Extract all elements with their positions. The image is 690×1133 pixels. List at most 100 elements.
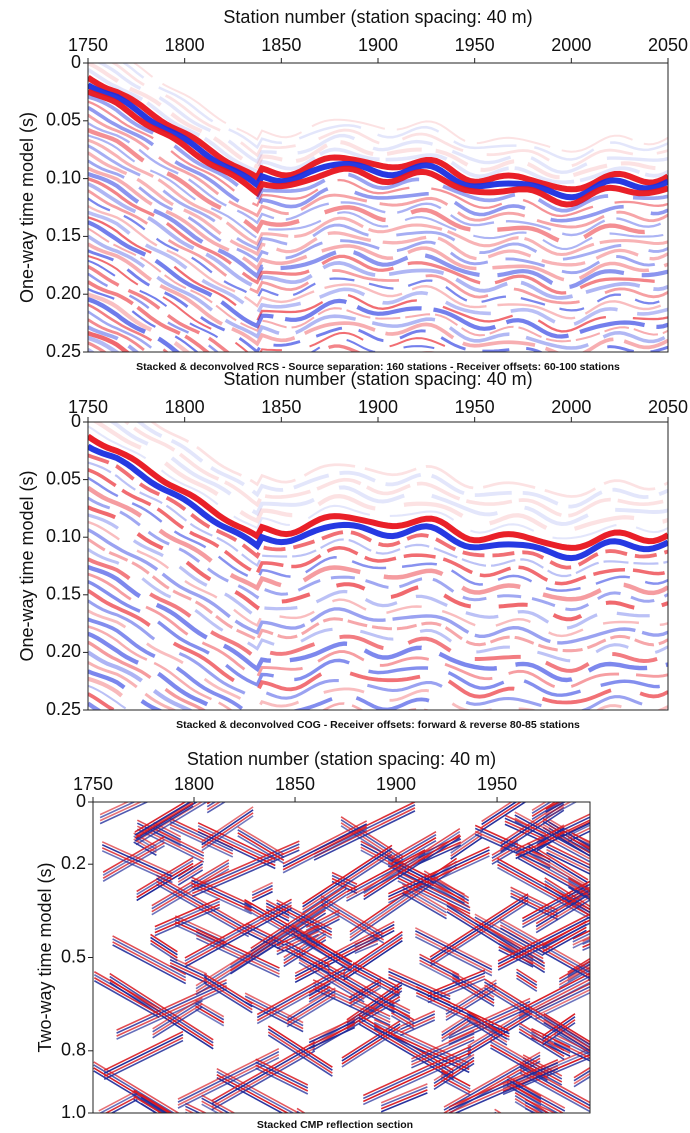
seismic-event bbox=[116, 988, 227, 1040]
seismic-event bbox=[450, 836, 483, 860]
seismic-event bbox=[88, 177, 668, 295]
seismic-event bbox=[185, 1102, 208, 1113]
seismic-event bbox=[286, 993, 336, 1025]
seismic-event bbox=[191, 885, 252, 915]
x-tick-label: 1800 bbox=[174, 774, 214, 794]
seismic-event bbox=[88, 572, 668, 690]
seismic-event bbox=[88, 468, 668, 586]
seismic-texture bbox=[93, 802, 590, 1113]
seismic-event bbox=[308, 1017, 356, 1041]
seismic-event bbox=[211, 1047, 316, 1108]
seismic-event bbox=[93, 977, 160, 1016]
seismic-event bbox=[397, 871, 471, 909]
seismic-event bbox=[88, 443, 668, 562]
seismic-event bbox=[112, 941, 187, 982]
seismic-event bbox=[414, 936, 493, 977]
seismic-event bbox=[587, 972, 590, 976]
seismic-event bbox=[203, 973, 253, 1005]
seismic-event bbox=[93, 974, 160, 1013]
seismic-event bbox=[116, 982, 227, 1034]
seismic-event bbox=[514, 820, 590, 863]
seismic-event bbox=[191, 876, 252, 906]
seismic-event bbox=[250, 891, 347, 955]
seismic-event bbox=[308, 988, 331, 1003]
seismic-event bbox=[197, 822, 276, 861]
seismic-event bbox=[497, 913, 590, 962]
seismic-event bbox=[110, 1098, 138, 1113]
seismic-event bbox=[88, 122, 668, 237]
seismic-texture bbox=[88, 63, 668, 352]
y-tick-label: 0.15 bbox=[46, 584, 81, 604]
seismic-event bbox=[571, 835, 590, 846]
seismic-event bbox=[545, 802, 572, 816]
seismic-event bbox=[587, 975, 590, 979]
seismic-event bbox=[515, 819, 590, 857]
seismic-event bbox=[154, 897, 221, 928]
x-tick-label: 1900 bbox=[358, 35, 398, 55]
seismic-event bbox=[308, 1026, 356, 1050]
seismic-event bbox=[150, 936, 178, 956]
seismic-event bbox=[134, 802, 194, 839]
seismic-event bbox=[88, 287, 199, 352]
seismic-event bbox=[88, 528, 668, 645]
seismic-event bbox=[558, 969, 590, 989]
seismic-event bbox=[348, 986, 382, 1008]
x-axis-title: Station number (station spacing: 40 m) bbox=[187, 749, 496, 769]
seismic-event bbox=[499, 918, 590, 971]
seismic-event bbox=[352, 962, 400, 988]
y-axis-title: Two-way time model (s) bbox=[35, 862, 55, 1052]
seismic-event bbox=[88, 580, 668, 697]
seismic-event bbox=[418, 844, 462, 865]
seismic-event bbox=[362, 1051, 472, 1103]
seismic-event bbox=[255, 1067, 309, 1095]
seismic-event bbox=[518, 1025, 565, 1055]
y-tick-label: 0 bbox=[71, 411, 81, 431]
seismic-event bbox=[320, 901, 385, 941]
seismic-event bbox=[251, 884, 273, 897]
seismic-event bbox=[390, 839, 437, 868]
seismic-event bbox=[169, 962, 208, 981]
seismic-event bbox=[152, 1000, 203, 1033]
seismic-event bbox=[373, 1027, 470, 1074]
seismic-event bbox=[196, 934, 280, 975]
seismic-event bbox=[572, 938, 590, 949]
seismic-event bbox=[571, 832, 590, 843]
seismic-event bbox=[481, 802, 523, 829]
y-tick-label: 0.25 bbox=[46, 341, 81, 361]
seismic-event bbox=[92, 422, 668, 534]
caption: Stacked & deconvolved RCS - Source separ… bbox=[136, 361, 620, 373]
seismic-event bbox=[201, 812, 254, 849]
seismic-event bbox=[135, 802, 194, 837]
seismic-event bbox=[348, 980, 382, 1002]
seismic-event bbox=[354, 939, 379, 952]
seismic-event bbox=[514, 814, 590, 857]
seismic-event bbox=[134, 805, 194, 842]
seismic-event bbox=[490, 1038, 548, 1073]
x-tick-label: 1750 bbox=[68, 35, 108, 55]
seismic-event bbox=[527, 842, 589, 881]
seismic-event bbox=[116, 979, 227, 1031]
seismic-event bbox=[151, 865, 230, 913]
seismic-event bbox=[88, 548, 668, 663]
seismic-event bbox=[140, 1093, 173, 1113]
seismic-event bbox=[441, 1019, 472, 1040]
seismic-event bbox=[101, 841, 173, 875]
seismic-event bbox=[88, 565, 668, 683]
seismic-event bbox=[481, 802, 518, 826]
seismic-event bbox=[517, 854, 590, 896]
seismic-event bbox=[535, 892, 590, 928]
seismic-event bbox=[448, 1059, 559, 1108]
seismic-event bbox=[553, 1036, 590, 1056]
seismic-event bbox=[587, 969, 590, 973]
seismic-event bbox=[140, 1099, 163, 1113]
seismic-event bbox=[191, 843, 300, 892]
seismic-event bbox=[399, 1016, 436, 1034]
seismic-event bbox=[399, 1013, 436, 1031]
seismic-event bbox=[308, 982, 331, 997]
seismic-event bbox=[98, 1089, 138, 1112]
seismic-event bbox=[348, 977, 382, 999]
seismic-event bbox=[237, 835, 285, 864]
seismic-event bbox=[88, 210, 668, 328]
seismic-event bbox=[390, 1014, 415, 1030]
seismic-event bbox=[415, 991, 510, 1038]
